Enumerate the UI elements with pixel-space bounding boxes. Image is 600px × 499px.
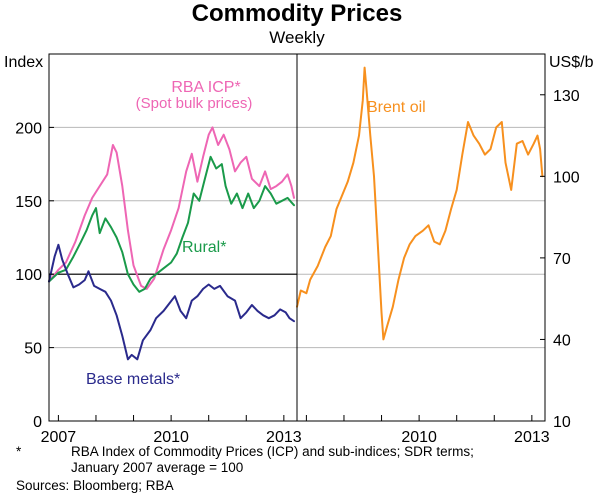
footnote-sources: Sources: Bloomberg; RBA: [16, 478, 174, 493]
right-y-tick-label: 40: [553, 332, 571, 349]
left-y-tick-label: 150: [15, 194, 42, 211]
chart-title: Commodity Prices: [192, 0, 403, 27]
right-axis-unit: US$/b: [549, 54, 594, 71]
left-y-tick-label: 50: [24, 341, 42, 358]
chart-subtitle: Weekly: [269, 28, 325, 47]
rba-icp-label: RBA ICP*: [171, 79, 240, 96]
spot-bulk-prices-label: (Spot bulk prices): [136, 95, 253, 112]
right-y-tick-label: 130: [553, 88, 580, 105]
series-line-rural: [48, 155, 295, 293]
right-x-tick-label: 2013: [514, 429, 550, 446]
tick-labels: 0 50 100 150 200 10 40 70 100 130 2007 2010 2013 2010…: [15, 88, 580, 446]
left-x-tick-label: 2007: [41, 429, 77, 446]
left-x-tick-label: 2013: [266, 429, 302, 446]
left-axis-unit: Index: [4, 54, 43, 71]
left-y-tick-label: 200: [15, 120, 42, 137]
right-panel-frame: [296, 53, 546, 422]
rural-label: Rural*: [182, 239, 226, 256]
base-metals-label: Base metals*: [86, 371, 180, 388]
right-y-tick-label: 100: [553, 169, 580, 186]
footnote-star: *: [16, 444, 22, 459]
series-layer: [48, 66, 544, 361]
tick-marks: [49, 94, 545, 422]
brent-oil-label: Brent oil: [367, 99, 426, 116]
series-line-base-metals: [48, 243, 295, 361]
footnote-line-2: January 2007 average = 100: [71, 460, 244, 475]
footnote-line-1: RBA Index of Commodity Prices (ICP) and …: [71, 444, 474, 459]
right-x-tick-label: 2010: [401, 429, 437, 446]
series-line-brent-oil: [296, 66, 544, 341]
left-x-tick-label: 2010: [153, 429, 189, 446]
series-line-rba-icp: [48, 126, 295, 290]
right-y-tick-label: 70: [553, 251, 571, 268]
left-y-tick-label: 100: [15, 267, 42, 284]
right-y-tick-label: 10: [553, 414, 571, 431]
left-y-tick-label: 0: [33, 414, 42, 431]
